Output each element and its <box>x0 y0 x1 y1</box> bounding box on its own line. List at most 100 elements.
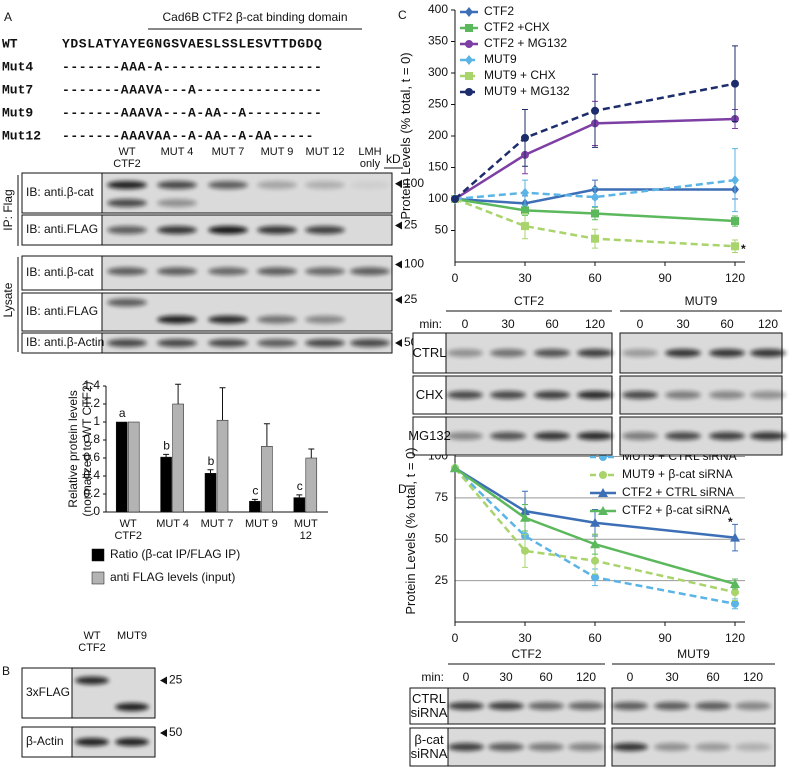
blot-label: β-Actin <box>26 734 64 748</box>
legend-label: Ratio (β-cat IP/FLAG IP) <box>110 547 240 561</box>
time-label: 30 <box>665 670 679 684</box>
legend-label: MUT9 + MG132 <box>484 84 570 98</box>
band <box>577 349 613 357</box>
y-tick-label: 250 <box>428 97 448 111</box>
error-bar <box>296 494 303 498</box>
band <box>534 349 570 357</box>
band <box>448 702 484 710</box>
point <box>591 192 599 203</box>
band <box>490 432 526 440</box>
sequence-name: Mut7 <box>2 82 33 97</box>
legend-label: anti FLAG levels (input) <box>110 570 235 584</box>
time-label: 60 <box>706 670 720 684</box>
bar <box>204 473 217 513</box>
band <box>750 432 786 440</box>
band <box>350 267 390 276</box>
time-label: 0 <box>627 670 634 684</box>
sequence-name: Mut12 <box>2 128 41 143</box>
blot-frame <box>409 687 449 725</box>
band <box>612 743 648 751</box>
gel <box>101 255 393 291</box>
side-label: Lysate <box>1 282 15 318</box>
sequence-name: Mut4 <box>2 59 33 74</box>
band <box>528 743 564 751</box>
y-tick-label: 1.2 <box>83 396 100 410</box>
point <box>591 556 599 565</box>
significance-letter: a <box>119 406 126 420</box>
y-tick-label: 1 <box>93 414 100 428</box>
band <box>488 702 524 710</box>
sequence: -------AAAVA---A--------------- <box>62 82 322 97</box>
y-tick-label: 1.4 <box>83 378 100 392</box>
band <box>107 298 147 307</box>
marker-arrow <box>395 179 402 188</box>
time-label: 120 <box>743 670 763 684</box>
band <box>75 738 109 746</box>
point <box>520 512 530 522</box>
legend-label: CTF2 <box>484 4 514 18</box>
size-marker: 25 <box>404 292 418 306</box>
time-label: 0 <box>637 317 644 331</box>
gel <box>101 292 393 332</box>
time-label: 30 <box>501 317 515 331</box>
band <box>257 267 297 276</box>
band <box>528 702 564 710</box>
band <box>709 349 745 357</box>
legend-marker <box>598 488 608 497</box>
row-label: CHX <box>415 387 444 402</box>
point <box>521 133 529 142</box>
legend-marker <box>465 72 473 80</box>
band <box>305 226 345 234</box>
y-tick-label: 200 <box>428 128 448 142</box>
point <box>451 195 459 203</box>
y-axis-label: Protein Levels (% total, t = 0) <box>402 447 418 615</box>
marker-arrow <box>160 729 167 737</box>
sequence: YDSLATYAYEGNGSVAESLSSLESVTTDGDQ <box>62 36 322 51</box>
blot-frame <box>412 375 447 415</box>
band <box>665 349 701 357</box>
band <box>654 743 690 751</box>
y-tick-label: 50 <box>435 531 449 545</box>
point <box>731 175 739 186</box>
time-label: 60 <box>539 670 553 684</box>
band <box>750 349 786 357</box>
panel-label: C <box>398 8 407 22</box>
marker-arrow <box>395 295 402 304</box>
point <box>591 209 599 218</box>
legend-marker <box>465 7 473 17</box>
band <box>735 702 771 710</box>
x-tick-label: WT CTF2 <box>114 518 142 542</box>
band <box>208 315 248 324</box>
point <box>730 532 740 542</box>
lane-label: LMH only <box>358 146 382 170</box>
y-tick-label: 0.6 <box>83 450 100 464</box>
panel-label: A <box>4 10 12 24</box>
x-tick-label: MUT 4 <box>156 518 189 530</box>
legend-label: MUT9 + CHX <box>484 68 556 82</box>
time-label: 0 <box>463 670 470 684</box>
sequence: -------AAAVAA--A-AA--A-AA----- <box>62 128 314 143</box>
band <box>577 432 613 440</box>
x-tick-label: 30 <box>518 271 532 285</box>
time-label: 120 <box>758 317 778 331</box>
point <box>731 217 739 226</box>
bar <box>293 497 306 513</box>
bar <box>216 419 229 513</box>
legend-label: MUT9 <box>484 52 517 66</box>
point <box>731 79 739 88</box>
band <box>157 315 197 324</box>
x-tick-label: MUT 7 <box>200 518 234 530</box>
band <box>534 432 570 440</box>
panel-label: D <box>398 482 407 496</box>
band <box>568 743 604 751</box>
group-label: CTF2 <box>514 294 544 308</box>
group-label: MUT9 <box>685 294 718 308</box>
y-tick-label: 100 <box>428 191 448 205</box>
size-marker: 50 <box>169 725 183 739</box>
band <box>665 432 701 440</box>
min-label: min: <box>419 317 442 331</box>
x-tick-label: MUT 12 <box>293 518 318 542</box>
lane-label: WT CTF2 <box>78 630 106 654</box>
size-marker: 25 <box>169 673 183 687</box>
marker-arrow <box>160 676 167 685</box>
